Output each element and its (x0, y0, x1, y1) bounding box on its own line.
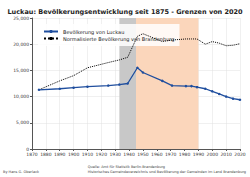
svg-text:Luckau: Bevölkerungsentwicklun: Luckau: Bevölkerungsentwicklung seit 187… (7, 8, 243, 16)
svg-text:1980: 1980 (179, 152, 191, 157)
svg-text:2020: 2020 (234, 152, 246, 157)
svg-text:1920: 1920 (96, 152, 108, 157)
svg-text:5,000: 5,000 (16, 120, 29, 125)
svg-text:1870: 1870 (26, 152, 38, 157)
svg-text:Normalisierte Bevölkerung von: Normalisierte Bevölkerung von Brandenbur… (63, 36, 175, 43)
svg-text:1890: 1890 (54, 152, 66, 157)
svg-text:1960: 1960 (151, 152, 163, 157)
svg-text:1970: 1970 (165, 152, 177, 157)
svg-text:By Hans G. Oberlack: By Hans G. Oberlack (3, 170, 40, 174)
svg-text:25,000: 25,000 (13, 16, 29, 21)
svg-text:Quelle: Amt für Statistik Berl: Quelle: Amt für Statistik Berlin-Branden… (88, 165, 165, 169)
svg-text:10,000: 10,000 (13, 94, 29, 99)
svg-text:1880: 1880 (40, 152, 52, 157)
svg-text:1950: 1950 (137, 152, 149, 157)
svg-text:1990: 1990 (193, 152, 205, 157)
svg-text:0: 0 (26, 147, 29, 152)
svg-text:2000: 2000 (207, 152, 219, 157)
svg-text:1910: 1910 (82, 152, 94, 157)
svg-text:Bevölkerung von Luckau: Bevölkerung von Luckau (63, 29, 124, 36)
svg-text:2010: 2010 (220, 152, 232, 157)
svg-text:1930: 1930 (109, 152, 121, 157)
svg-text:1940: 1940 (123, 152, 135, 157)
svg-text:Historisches Gemeindeverzeichn: Historisches Gemeindeverzeichnis und Bev… (88, 170, 246, 174)
svg-text:20,000: 20,000 (13, 42, 29, 47)
svg-text:1900: 1900 (68, 152, 80, 157)
svg-text:15,000: 15,000 (13, 68, 29, 73)
